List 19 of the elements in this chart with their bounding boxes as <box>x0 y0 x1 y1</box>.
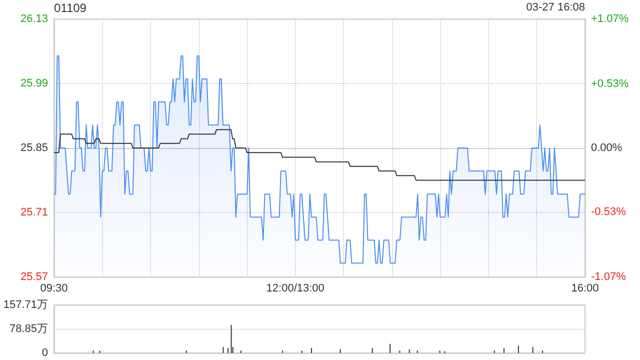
chart-title: 01109 <box>54 1 87 15</box>
y2-tick-label: +1.07% <box>591 13 629 25</box>
line-series <box>54 129 586 181</box>
x-tick-label: 16:00 <box>571 282 599 294</box>
x-tick-label: 09:30 <box>40 282 68 294</box>
y-tick-label: 0 <box>42 347 48 359</box>
y-tick-label: 157.71万 <box>3 299 48 311</box>
y2-tick-label: -1.07% <box>591 271 626 283</box>
text: 03-27 16:08 <box>526 2 585 14</box>
y-tick-label: 25.57 <box>20 271 48 283</box>
x-tick-label: 12:00/13:00 <box>266 282 324 294</box>
y-tick-label: 26.13 <box>20 13 48 25</box>
y2-tick-label: +0.53% <box>591 78 629 90</box>
y-tick-label: 78.85万 <box>9 323 48 335</box>
y2-tick-label: 0.00% <box>591 142 622 154</box>
y-tick-label: 25.85 <box>20 142 48 154</box>
y2-tick-label: -0.53% <box>591 206 626 218</box>
y-tick-label: 25.71 <box>20 206 48 218</box>
y-tick-label: 25.99 <box>20 78 48 90</box>
